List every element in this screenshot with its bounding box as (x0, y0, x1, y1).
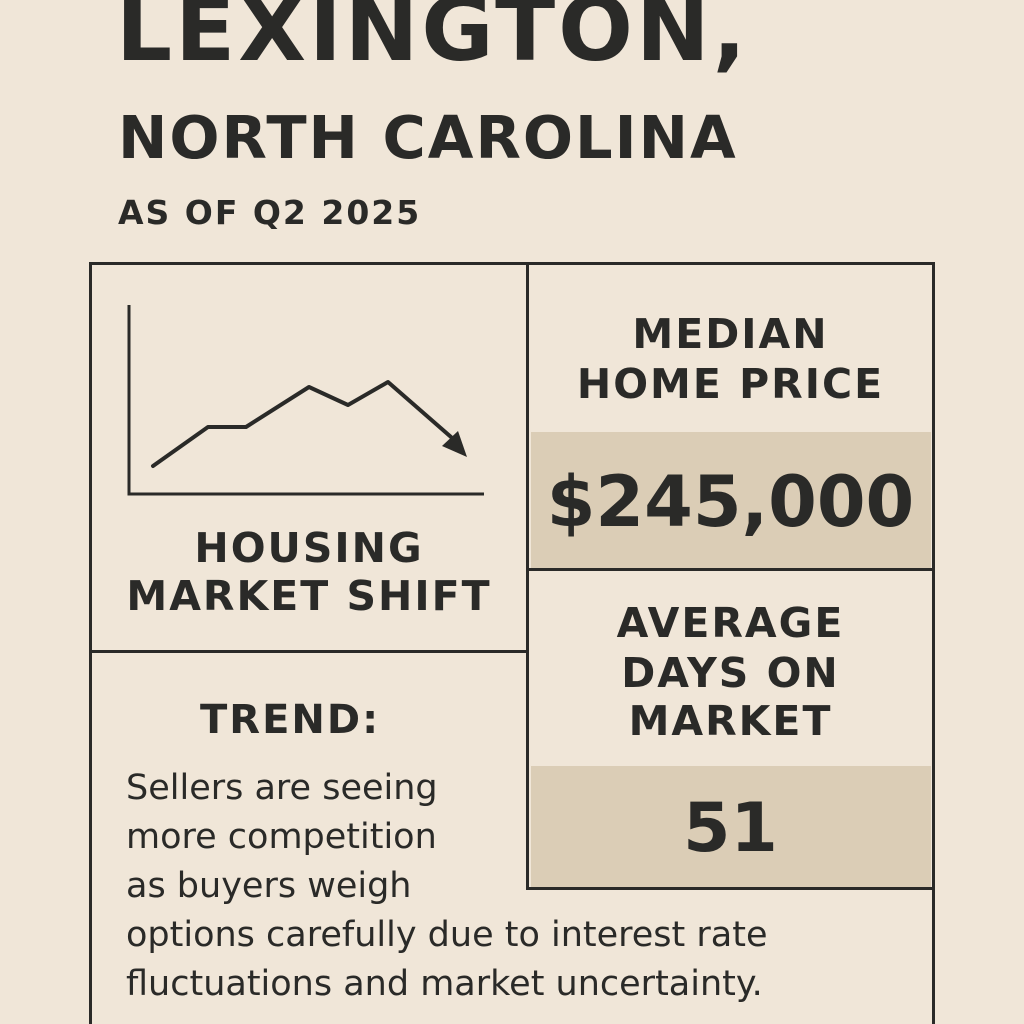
days-on-market-label-line2: DAYS ON (621, 649, 840, 697)
trend-description: Sellers are seeing more competition as b… (126, 764, 767, 1009)
grid-top-border (89, 262, 935, 265)
trend-down-chart-icon (127, 305, 484, 496)
days-on-market-highlight (531, 766, 931, 888)
median-price-bottom-divider (526, 568, 935, 571)
trend-line: fluctuations and market uncertainty. (126, 964, 763, 1004)
trend-line: as buyers weigh (126, 866, 412, 906)
median-price-label-line1: MEDIAN (632, 310, 829, 358)
trend-line: more competition (126, 817, 437, 857)
page-title-state: NORTH CAROLINA (118, 103, 738, 172)
chart-panel-bottom-divider (89, 650, 529, 653)
trend-heading: TREND: (200, 697, 381, 743)
page-title: LEXINGTON, (116, 0, 750, 81)
page-subtitle: AS OF Q2 2025 (118, 193, 422, 232)
days-on-market-bottom-divider (526, 887, 935, 890)
grid-left-border (89, 262, 92, 1024)
days-on-market-value: 51 (683, 789, 778, 868)
median-price-highlight (531, 432, 931, 568)
median-price-value: $245,000 (546, 461, 915, 543)
days-on-market-label-line1: AVERAGE (616, 599, 845, 647)
median-price-label-line2: HOME PRICE (576, 360, 885, 408)
grid-center-divider (526, 262, 529, 890)
chart-panel-label-line1: HOUSING (194, 524, 424, 572)
days-on-market-label-line3: MARKET (628, 697, 833, 745)
trend-line: Sellers are seeing (126, 768, 438, 808)
grid-right-border (932, 262, 935, 1024)
chart-panel-label-line2: MARKET SHIFT (126, 572, 492, 620)
trend-line: options carefully due to interest rate (126, 915, 768, 955)
